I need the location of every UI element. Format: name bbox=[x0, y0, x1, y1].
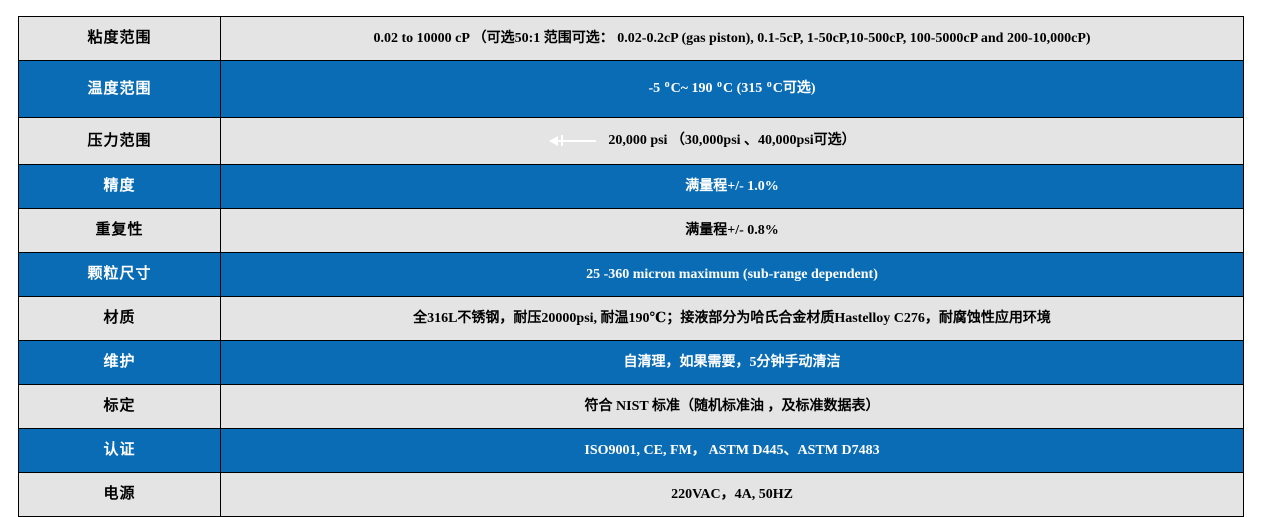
row-value-certification: ISO9001, CE, FM， ASTM D445、ASTM D7483 bbox=[220, 428, 1244, 473]
row-label-calibration: 标定 bbox=[18, 384, 221, 429]
table-row-calibration: 标定 符合 NIST 标准（随机标准油 ，及标准数据表） bbox=[18, 384, 1244, 429]
row-label-temperature-range: 温度范围 bbox=[18, 60, 221, 118]
row-label-power-supply: 电源 bbox=[18, 472, 221, 517]
table-row-particle-size: 颗粒尺寸 25 -360 micron maximum (sub-range d… bbox=[18, 252, 1244, 297]
table-row-repeatability: 重复性 满量程+/- 0.8% bbox=[18, 208, 1244, 253]
row-value-calibration: 符合 NIST 标准（随机标准油 ，及标准数据表） bbox=[220, 384, 1244, 429]
temperature-value-composed: -5 oC~ 190 oC (315 oC可选) bbox=[648, 78, 816, 97]
row-label-accuracy: 精度 bbox=[18, 164, 221, 209]
pressure-value-wrapper: 20,000 psi （30,000psi 、40,000psi可选） bbox=[550, 132, 856, 150]
row-value-power-supply: 220VAC，4A, 50HZ bbox=[220, 472, 1244, 517]
pressure-value-text: 20,000 psi （30,000psi 、40,000psi可选） bbox=[608, 133, 856, 149]
table-body: 粘度范围 0.02 to 10000 cP （可选50:1 范围可选： 0.02… bbox=[18, 16, 1244, 517]
table-row-accuracy: 精度 满量程+/- 1.0% bbox=[18, 164, 1244, 209]
row-value-maintenance: 自清理，如果需要，5分钟手动清洁 bbox=[220, 340, 1244, 385]
row-label-particle-size: 颗粒尺寸 bbox=[18, 252, 221, 297]
temp-part-4: C可选) bbox=[772, 81, 816, 97]
row-label-material: 材质 bbox=[18, 296, 221, 341]
degree-symbol-1: o bbox=[664, 78, 670, 90]
left-arrow-icon bbox=[550, 135, 597, 146]
row-value-particle-size: 25 -360 micron maximum (sub-range depend… bbox=[220, 252, 1244, 297]
row-value-viscosity-range: 0.02 to 10000 cP （可选50:1 范围可选： 0.02-0.2c… bbox=[220, 16, 1244, 61]
table-row-certification: 认证 ISO9001, CE, FM， ASTM D445、ASTM D7483 bbox=[18, 428, 1244, 473]
specification-table: 粘度范围 0.02 to 10000 cP （可选50:1 范围可选： 0.02… bbox=[18, 16, 1244, 517]
degree-symbol-2: o bbox=[717, 78, 722, 90]
table-row-temperature-range: 温度范围 -5 oC~ 190 oC (315 oC可选) bbox=[18, 60, 1244, 118]
row-label-certification: 认证 bbox=[18, 428, 221, 473]
row-value-material: 全316L不锈钢，耐压20000psi, 耐温190℃；接液部分为哈氏合金材质H… bbox=[220, 296, 1244, 341]
temp-part-3: C (315 bbox=[723, 81, 766, 97]
row-value-pressure-range: 20,000 psi （30,000psi 、40,000psi可选） bbox=[220, 117, 1244, 165]
row-label-maintenance: 维护 bbox=[18, 340, 221, 385]
row-label-repeatability: 重复性 bbox=[18, 208, 221, 253]
temp-part-2: C~ 190 bbox=[670, 81, 716, 97]
table-row-power-supply: 电源 220VAC，4A, 50HZ bbox=[18, 472, 1244, 517]
temp-part-1: -5 bbox=[648, 81, 664, 97]
row-value-temperature-range: -5 oC~ 190 oC (315 oC可选) bbox=[220, 60, 1244, 118]
table-row-pressure-range: 压力范围 20,000 psi （30,000psi 、40,000psi可选） bbox=[18, 117, 1244, 165]
row-value-repeatability: 满量程+/- 0.8% bbox=[220, 208, 1244, 253]
row-value-accuracy: 满量程+/- 1.0% bbox=[220, 164, 1244, 209]
degree-symbol-3: o bbox=[766, 78, 772, 90]
table-row-material: 材质 全316L不锈钢，耐压20000psi, 耐温190℃；接液部分为哈氏合金… bbox=[18, 296, 1244, 341]
table-row-maintenance: 维护 自清理，如果需要，5分钟手动清洁 bbox=[18, 340, 1244, 385]
row-label-pressure-range: 压力范围 bbox=[18, 117, 221, 165]
row-label-viscosity-range: 粘度范围 bbox=[18, 16, 221, 61]
table-row-viscosity-range: 粘度范围 0.02 to 10000 cP （可选50:1 范围可选： 0.02… bbox=[18, 16, 1244, 61]
